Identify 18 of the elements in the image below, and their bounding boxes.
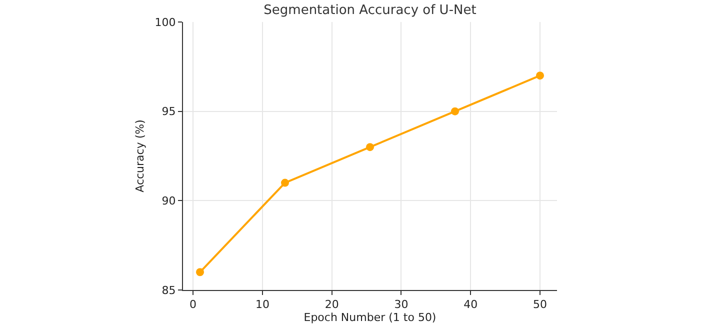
x-axis-title: Epoch Number (1 to 50)	[304, 311, 436, 324]
point	[451, 107, 459, 116]
x-tick-label: 30	[394, 298, 408, 312]
point	[366, 143, 374, 152]
x-tick-label: 40	[464, 298, 478, 312]
y-tick-label: 85	[162, 284, 176, 297]
x-tick-label: 0	[190, 298, 197, 312]
y-tick-label: 95	[162, 105, 176, 118]
y-axis-title: Accuracy (%)	[133, 120, 146, 192]
x-tick-label: 10	[255, 298, 270, 312]
x-tick-label: 50	[533, 298, 547, 312]
y-tick-label: 100	[154, 16, 176, 29]
chart-title: Segmentation Accuracy of U-Net	[264, 3, 476, 18]
x-tick-label: 20	[324, 298, 339, 312]
point	[196, 268, 204, 276]
point	[281, 178, 289, 187]
y-tick-label: 90	[162, 194, 176, 208]
point	[536, 72, 544, 80]
